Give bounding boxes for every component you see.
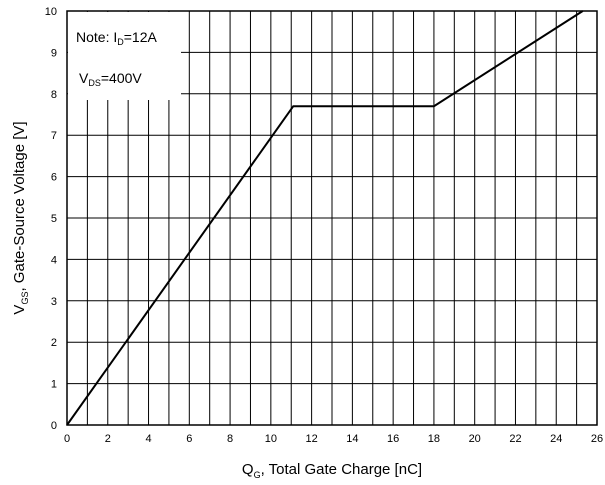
y-tick-label: 2	[51, 337, 57, 349]
y-tick-label: 9	[51, 47, 57, 59]
x-tick-label: 18	[428, 433, 440, 445]
x-axis-title: QG, Total Gate Charge [nC]	[242, 461, 422, 480]
x-tick-label: 14	[346, 433, 358, 445]
x-tick-label: 8	[227, 433, 233, 445]
x-tick-label: 16	[387, 433, 399, 445]
x-tick-label: 2	[105, 433, 111, 445]
y-tick-label: 0	[51, 420, 57, 432]
x-tick-label: 4	[145, 433, 151, 445]
x-tick-label: 10	[265, 433, 277, 445]
y-tick-label: 7	[51, 130, 57, 142]
y-tick-label: 1	[51, 379, 57, 391]
x-tick-label: 22	[509, 433, 521, 445]
y-tick-label: 10	[45, 6, 57, 18]
series-line	[66, 10, 584, 426]
x-tick-label: 6	[186, 433, 192, 445]
plot-frame	[66, 10, 598, 426]
y-tick-label: 4	[51, 254, 57, 266]
x-tick-label: 26	[591, 433, 603, 445]
y-axis-title: VGS, Gate-Source Voltage [V]	[11, 121, 30, 314]
note-drain-source-voltage: VDS=400V	[79, 70, 142, 88]
x-tick-label: 20	[469, 433, 481, 445]
x-tick-label: 12	[305, 433, 317, 445]
note-drain-current: Note: ID=12A	[76, 29, 157, 47]
y-tick-label: 5	[51, 213, 57, 225]
y-tick-label: 8	[51, 89, 57, 101]
x-tick-label: 0	[64, 433, 70, 445]
note-background	[68, 12, 181, 100]
y-tick-label: 3	[51, 296, 57, 308]
y-tick-label: 6	[51, 172, 57, 184]
y-tick-labels: 0 1 2 3 4 5 6 7 8 9 10	[45, 6, 57, 432]
x-tick-labels: 0 2 4 6 8 10 12 14 16 18 20 22 24 26	[64, 433, 603, 445]
x-tick-label: 24	[550, 433, 562, 445]
